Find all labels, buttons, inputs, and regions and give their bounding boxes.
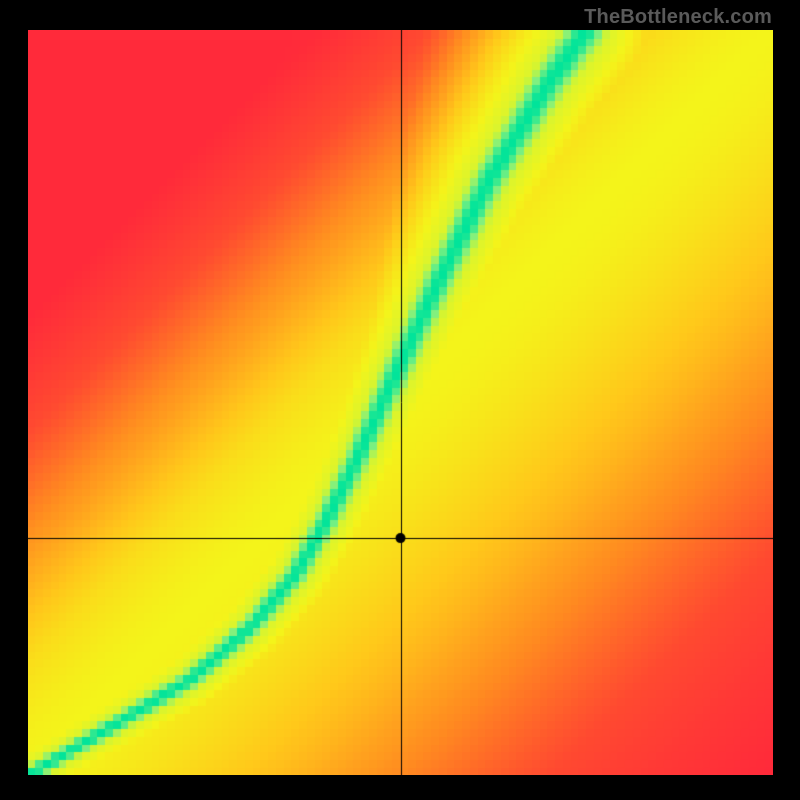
- watermark-text: TheBottleneck.com: [584, 6, 772, 29]
- bottleneck-heatmap: [28, 30, 773, 775]
